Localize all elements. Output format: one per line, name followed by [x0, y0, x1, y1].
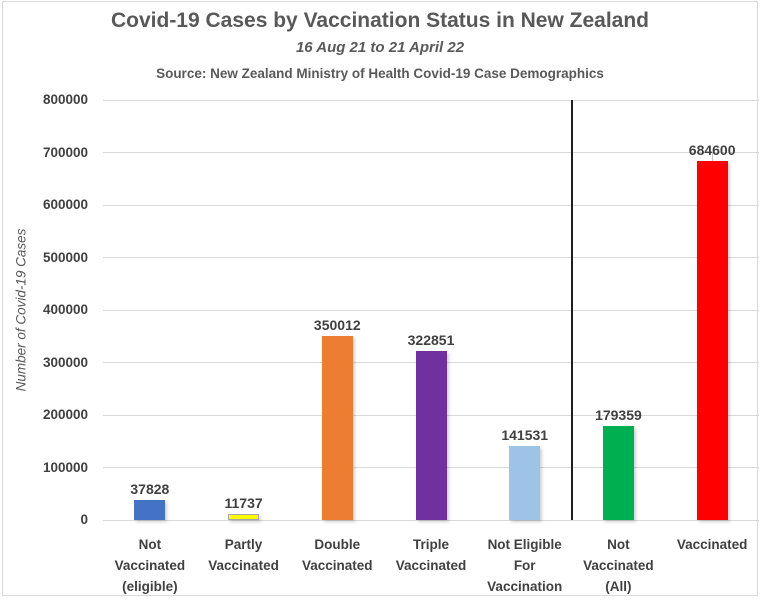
- category-label-not-vaccinated-all: Not Vaccinated (All): [583, 537, 654, 594]
- value-label-not-vaccinated-all: 179359: [595, 406, 642, 423]
- value-label-triple-vaccinated: 322851: [407, 331, 455, 348]
- y-tick-label-300000: 300000: [42, 354, 88, 370]
- plot-area: 37828 11737 350012 322851 141531 179359 684600: [103, 99, 759, 521]
- bar-vaccinated: [696, 160, 728, 520]
- value-label-not-eligible-for-vaccination: 141531: [501, 426, 549, 443]
- chart-title: Covid-19 Cases by Vaccination Status in …: [110, 9, 649, 32]
- y-tick-label-400000: 400000: [42, 302, 88, 317]
- category-label-triple-vaccinated: Triple Vaccinated: [395, 537, 467, 573]
- bar-partly-vaccinated: [228, 513, 260, 520]
- value-label-not-vaccinated-eligible: 37828: [130, 481, 170, 498]
- value-label-vaccinated: 684600: [688, 141, 736, 158]
- value-label-leader-tick: [711, 151, 713, 161]
- bar-not-vaccinated-all: [602, 425, 634, 520]
- bar-triple-vaccinated: [415, 350, 447, 520]
- gridline-0: [103, 519, 759, 521]
- category-label-not-vaccinated-eligible: Not Vaccinated (eligible): [114, 537, 186, 594]
- bar-not-vaccinated-eligible: [134, 500, 166, 520]
- y-axis-tick-labels: 0 100000 200000 300000 400000 500000 600000 700…: [0, 92, 88, 527]
- chart-source: Source: New Zealand Ministry of Health C…: [156, 66, 604, 81]
- y-tick-label-800000: 800000: [42, 92, 88, 107]
- value-label-double-vaccinated: 350012: [313, 317, 361, 334]
- bar-not-eligible-for-vaccination: [509, 445, 541, 520]
- y-tick-label-600000: 600000: [42, 197, 88, 212]
- group-divider-line: [570, 100, 573, 520]
- gridline-800000: [103, 99, 759, 101]
- y-tick-label-700000: 700000: [42, 144, 88, 160]
- gridline-700000: [103, 152, 759, 153]
- category-label-not-eligible-for-vaccination: Not Eligible For Vaccination: [487, 537, 563, 594]
- category-label-double-vaccinated: Double Vaccinated: [302, 537, 373, 573]
- chart-subtitle: 16 Aug 21 to 21 April 22: [295, 39, 465, 56]
- value-label-partly-vaccinated: 11737: [224, 494, 263, 511]
- gridline-500000: [103, 257, 759, 258]
- gridline-600000: [103, 204, 759, 206]
- category-label-partly-vaccinated: Partly Vaccinated: [208, 537, 279, 573]
- y-tick-label-100000: 100000: [42, 459, 88, 475]
- bar-double-vaccinated: [321, 336, 353, 520]
- category-label-vaccinated: Vaccinated: [676, 537, 748, 552]
- y-tick-label-200000: 200000: [42, 407, 88, 422]
- y-tick-label-500000: 500000: [42, 249, 88, 265]
- y-tick-label-0: 0: [80, 512, 88, 527]
- gridline-400000: [103, 309, 759, 311]
